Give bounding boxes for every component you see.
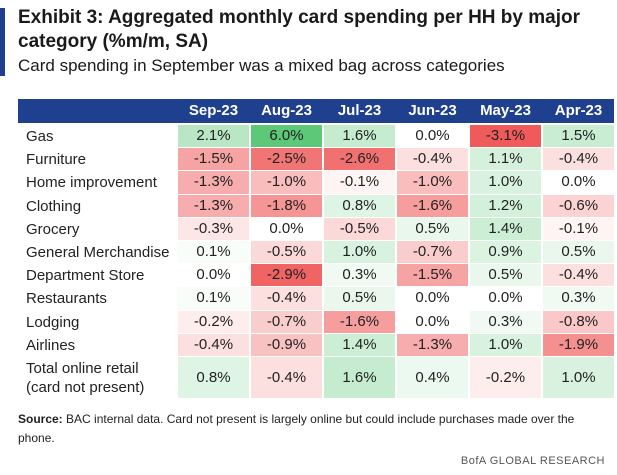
heatmap-cell: 1.0% <box>543 357 614 398</box>
heatmap-cell: 0.3% <box>543 287 614 310</box>
heatmap-cell: -3.1% <box>470 125 541 148</box>
heatmap-cell: -0.4% <box>178 333 249 356</box>
heatmap-table: Sep-23 Aug-23 Jul-23 Jun-23 May-23 Apr-23 Gas 2… <box>18 99 614 405</box>
heatmap-cell: 0.1% <box>178 287 249 310</box>
column-header-jul-23: Jul-23 <box>337 102 382 119</box>
heatmap-cell: -1.6% <box>324 310 395 333</box>
heatmap-cell: -0.9% <box>251 333 322 356</box>
heatmap-cell: -1.3% <box>178 171 249 194</box>
heatmap-cell: -1.6% <box>397 194 468 217</box>
heatmap-cell: -1.3% <box>178 194 249 217</box>
brand-label: BofA GLOBAL RESEARCH <box>460 455 605 467</box>
heatmap-cell: 0.0% <box>397 287 468 310</box>
table-header-row <box>18 99 614 123</box>
heatmap-cell: 2.1% <box>178 125 249 148</box>
heatmap-cell: 1.4% <box>324 333 395 356</box>
source-note: Source: BAC internal data. Card not pres… <box>18 410 608 448</box>
heatmap-cell: -0.6% <box>543 194 614 217</box>
heatmap-cell: -0.2% <box>178 310 249 333</box>
heatmap-cell: -0.5% <box>251 241 322 264</box>
heatmap-cell: 0.3% <box>470 310 541 333</box>
heatmap-cell: 0.4% <box>397 357 468 398</box>
row-label: Grocery <box>26 220 80 238</box>
heatmap-cell: 0.8% <box>178 357 249 398</box>
row-label: Gas <box>26 128 54 145</box>
heatmap-cell: -0.7% <box>251 310 322 333</box>
heatmap-cell: -0.8% <box>543 310 614 333</box>
heatmap-cell: 0.1% <box>178 241 249 264</box>
heatmap-cell: -0.4% <box>397 148 468 171</box>
heatmap-cell: -0.1% <box>324 171 395 194</box>
chart-subtitle: Card spending in September was a mixed b… <box>18 56 505 75</box>
heatmap-cell: -1.5% <box>178 148 249 171</box>
row-label: Total online retail (card not present) <box>26 360 145 396</box>
column-header-may-23: May-23 <box>480 102 531 119</box>
row-label: Lodging <box>26 313 80 331</box>
heatmap-cell: 0.0% <box>543 171 614 194</box>
heatmap-cell: -1.0% <box>251 171 322 194</box>
heatmap-cell: -1.5% <box>397 264 468 287</box>
heatmap-cell: 0.0% <box>470 287 541 310</box>
heatmap-cell: -1.9% <box>543 333 614 356</box>
row-label: General Merchandise <box>26 244 170 261</box>
heatmap-cell: 1.5% <box>543 125 614 148</box>
heatmap-cell: 1.2% <box>470 194 541 217</box>
heatmap-cell: 0.0% <box>251 217 322 240</box>
heatmap-cell: -2.6% <box>324 148 395 171</box>
heatmap-cell: 1.0% <box>324 241 395 264</box>
column-header-jun-23: Jun-23 <box>408 102 457 119</box>
heatmap-cell: 1.0% <box>470 333 541 356</box>
source-label: Source: <box>18 412 63 426</box>
heatmap-cell: -0.7% <box>397 241 468 264</box>
heatmap-cell: -1.3% <box>397 333 468 356</box>
heatmap-cell: 0.5% <box>543 241 614 264</box>
heatmap-cell: 1.6% <box>324 125 395 148</box>
heatmap-cell: 1.4% <box>470 217 541 240</box>
heatmap-cell: -0.1% <box>543 217 614 240</box>
heatmap-cell: -0.4% <box>251 357 322 398</box>
heatmap-cell: -2.9% <box>251 264 322 287</box>
row-label: Department Store <box>26 267 145 285</box>
heatmap-cell: -0.4% <box>543 148 614 171</box>
heatmap-cell: -0.2% <box>470 357 541 398</box>
row-label: Clothing <box>26 197 82 215</box>
heatmap-cell: 0.5% <box>470 264 541 287</box>
row-label: Airlines <box>26 336 76 354</box>
heatmap-cell: -1.0% <box>397 171 468 194</box>
heatmap-cell: -0.5% <box>324 217 395 240</box>
heatmap-cell: 0.0% <box>397 125 468 148</box>
heatmap-cell: -0.3% <box>178 217 249 240</box>
heatmap-cell: 0.0% <box>178 264 249 287</box>
column-header-sep-23: Sep-23 <box>188 102 239 119</box>
row-label: Furniture <box>26 151 87 169</box>
heatmap-cell: 0.8% <box>324 194 395 217</box>
row-label: Restaurants <box>26 290 107 308</box>
heatmap-cell: -1.8% <box>251 194 322 217</box>
column-header-aug-23: Aug-23 <box>261 102 312 119</box>
heatmap-cell: -0.4% <box>251 287 322 310</box>
heatmap-cell: 6.0% <box>251 125 322 148</box>
heatmap-cell: -2.5% <box>251 148 322 171</box>
heatmap-cell: 1.6% <box>324 357 395 398</box>
heatmap-cell: 0.9% <box>470 241 541 264</box>
column-header-apr-23: Apr-23 <box>554 102 603 119</box>
heatmap-cell: 1.0% <box>470 171 541 194</box>
title-accent-bar <box>0 8 5 76</box>
heatmap-cell: 0.3% <box>324 264 395 287</box>
heatmap-cell: 0.5% <box>324 287 395 310</box>
heatmap-cell: -0.4% <box>543 264 614 287</box>
source-text: BAC internal data. Card not present is l… <box>18 412 575 445</box>
heatmap-cell: 0.0% <box>397 310 468 333</box>
heatmap-cell: 0.5% <box>397 217 468 240</box>
row-label: Home improvement <box>26 174 157 192</box>
heatmap-cell: 1.1% <box>470 148 541 171</box>
chart-title: Exhibit 3: Aggregated monthly card spend… <box>18 7 580 52</box>
